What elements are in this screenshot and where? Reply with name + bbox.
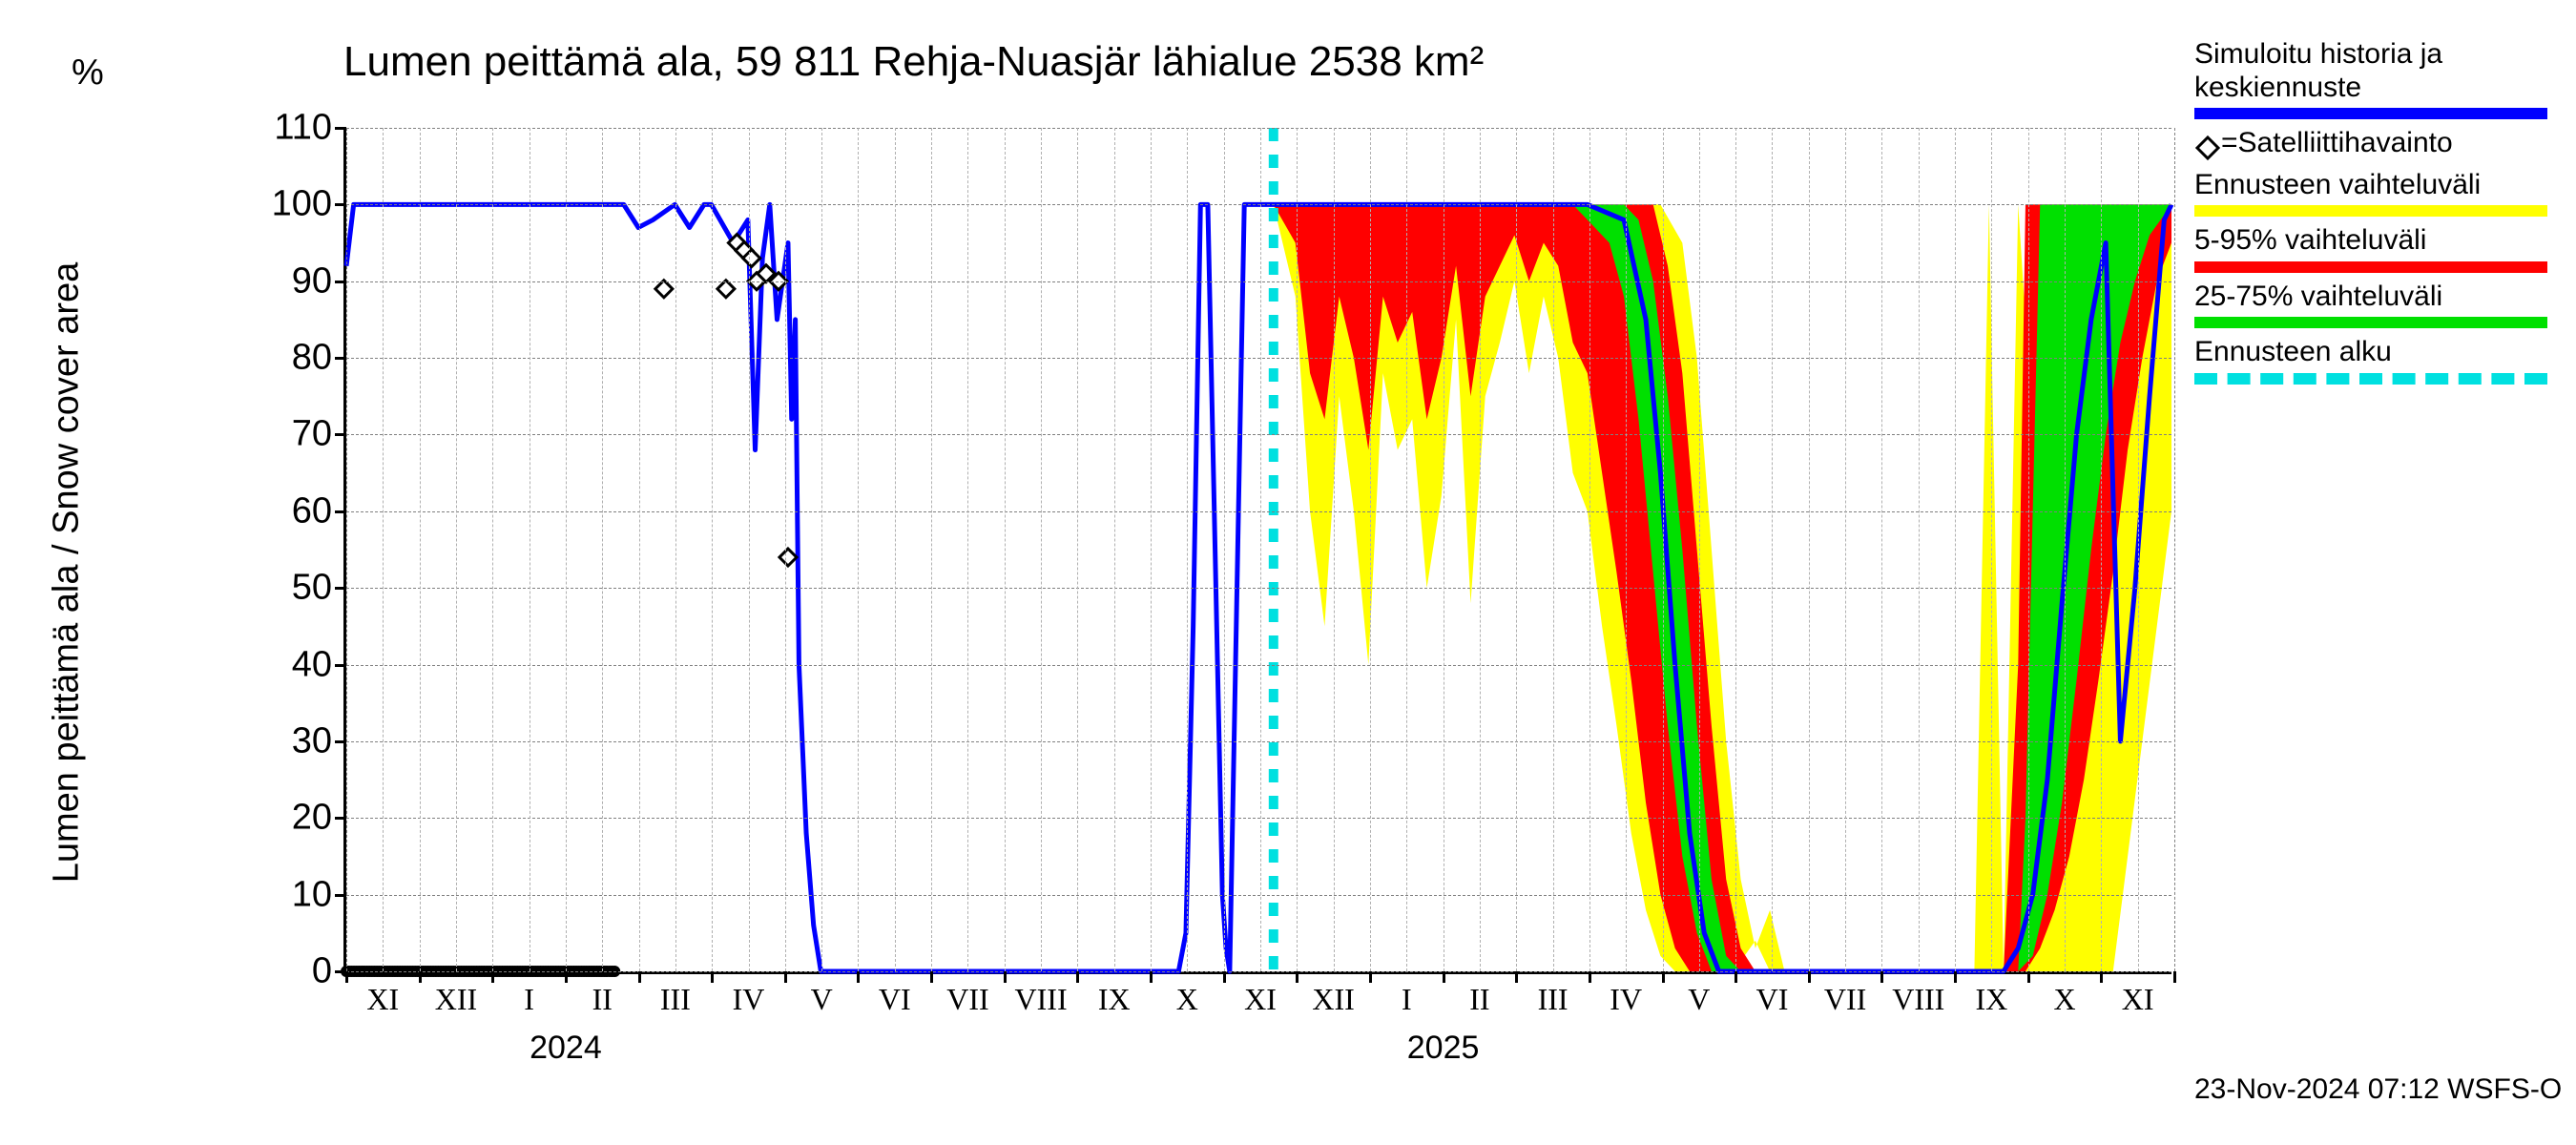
legend-item: 5-95% vaihteluväli — [2194, 224, 2557, 273]
x-tick-label: V — [811, 982, 833, 1017]
x-tick-label: XI — [366, 982, 399, 1017]
y-tick-label: 40 — [0, 644, 332, 685]
x-tick-label: IV — [1610, 982, 1642, 1017]
x-tick-label: XII — [1312, 982, 1354, 1017]
year-label: 2024 — [530, 1030, 602, 1067]
x-tick-label: VII — [1824, 982, 1866, 1017]
x-tick-label: VII — [946, 982, 988, 1017]
x-tick-label: VI — [1756, 982, 1789, 1017]
chart-title: Lumen peittämä ala, 59 811 Rehja-Nuasjär… — [343, 38, 1484, 86]
x-tick-label: II — [592, 982, 613, 1017]
legend-item: Ennusteen vaihteluväli — [2194, 169, 2557, 218]
x-tick-label: III — [660, 982, 691, 1017]
y-tick-label: 80 — [0, 338, 332, 379]
y-tick-label: 100 — [0, 184, 332, 225]
x-tick-label: VIII — [1015, 982, 1068, 1017]
year-label: 2025 — [1407, 1030, 1480, 1067]
legend-swatch — [2194, 373, 2547, 385]
x-tick-label: III — [1538, 982, 1568, 1017]
legend-label: Simuloitu historia ja keskiennuste — [2194, 38, 2557, 104]
plot-area: XIXIIIIIIIIIVVVIVIIVIIIIXXXIXIIIIIIIIIVV… — [343, 128, 2171, 974]
x-tick-label: I — [524, 982, 534, 1017]
diamond-icon — [2194, 135, 2221, 161]
legend-label: 5-95% vaihteluväli — [2194, 224, 2557, 258]
legend-item: Simuloitu historia ja keskiennuste — [2194, 38, 2557, 119]
legend-swatch — [2194, 108, 2547, 119]
legend-item: =Satelliittihavainto — [2194, 127, 2557, 161]
legend-label: 25-75% vaihteluväli — [2194, 281, 2557, 314]
x-tick-label: VI — [879, 982, 911, 1017]
legend-item: Ennusteen alku — [2194, 336, 2557, 385]
y-tick-label: 110 — [0, 108, 332, 149]
x-tick-label: IV — [733, 982, 765, 1017]
legend-swatch — [2194, 261, 2547, 273]
legend-label: Ennusteen alku — [2194, 336, 2557, 369]
x-tick-label: V — [1688, 982, 1710, 1017]
y-axis-unit: % — [72, 52, 104, 94]
legend: Simuloitu historia ja keskiennuste =Satel… — [2194, 38, 2557, 392]
x-tick-label: I — [1402, 982, 1412, 1017]
y-tick-label: 20 — [0, 798, 332, 839]
y-tick-label: 30 — [0, 720, 332, 761]
x-tick-label: X — [2053, 982, 2075, 1017]
x-tick-label: IX — [1976, 982, 2008, 1017]
x-tick-label: XII — [435, 982, 477, 1017]
legend-swatch — [2194, 205, 2547, 217]
x-tick-label: II — [1469, 982, 1489, 1017]
x-tick-label: IX — [1098, 982, 1131, 1017]
plot-svg — [346, 128, 2171, 971]
snow-cover-chart: Lumen peittämä ala, 59 811 Rehja-Nuasjär… — [0, 0, 2576, 1145]
y-tick-label: 90 — [0, 260, 332, 302]
legend-item: 25-75% vaihteluväli — [2194, 281, 2557, 329]
y-tick-label: 50 — [0, 568, 332, 609]
y-tick-label: 60 — [0, 490, 332, 531]
x-tick-label: XI — [2122, 982, 2154, 1017]
legend-label: Ennusteen vaihteluväli — [2194, 169, 2557, 202]
legend-label: =Satelliittihavainto — [2221, 127, 2453, 158]
x-tick-label: VIII — [1892, 982, 1944, 1017]
x-tick-label: X — [1176, 982, 1198, 1017]
y-tick-label: 70 — [0, 414, 332, 455]
x-tick-label: XI — [1244, 982, 1277, 1017]
chart-footer: 23-Nov-2024 07:12 WSFS-O — [2194, 1073, 2562, 1106]
y-tick-label: 10 — [0, 874, 332, 915]
y-tick-label: 0 — [0, 951, 332, 992]
legend-swatch — [2194, 317, 2547, 328]
